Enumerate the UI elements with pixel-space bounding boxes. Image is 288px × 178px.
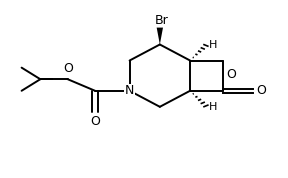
Text: O: O xyxy=(256,84,266,97)
Text: H: H xyxy=(209,102,217,112)
Polygon shape xyxy=(157,28,163,44)
Text: O: O xyxy=(64,62,73,75)
Text: N: N xyxy=(125,84,134,97)
Text: H: H xyxy=(209,40,217,49)
Text: O: O xyxy=(90,115,100,128)
Text: Br: Br xyxy=(154,14,168,27)
Text: O: O xyxy=(227,68,236,81)
